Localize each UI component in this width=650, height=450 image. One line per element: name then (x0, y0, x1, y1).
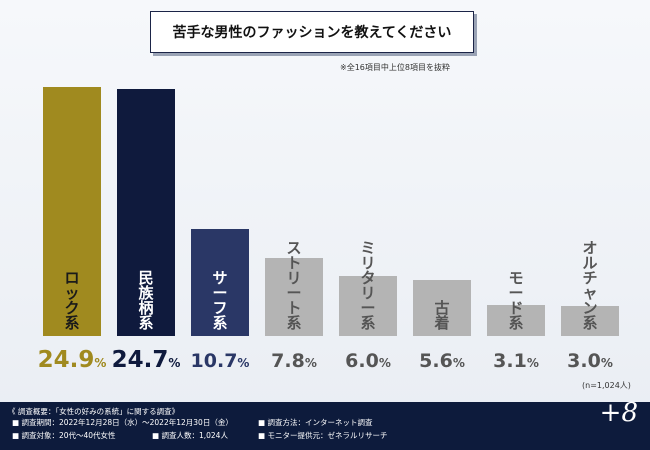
value-label: 3.1% (493, 350, 539, 372)
survey-target: ■ 調査対象：20代〜40代女性 (12, 431, 116, 440)
value-label: 24.7% (112, 347, 181, 373)
category-label: ストリート系 (286, 239, 301, 332)
bar (487, 305, 545, 336)
category-label: モード系 (508, 269, 523, 332)
survey-period: ■ 調査期間：2022年12月28日（水）〜2022年12月30日（金） (12, 418, 233, 427)
category-label: サーフ系 (212, 269, 227, 332)
survey-method: ■ 調査方法：インターネット調査 (258, 418, 373, 427)
category-label: オルチャン系 (582, 239, 597, 332)
value-label: 10.7% (191, 350, 250, 372)
value-label: 3.0% (567, 350, 613, 372)
sample-size-note: (n=1,024人) (582, 381, 631, 390)
survey-provider: ■ モニター提供元：ゼネラルリサーチ (258, 431, 388, 440)
survey-heading: 《 調査概要：「女性の好みの系統」に関する調査》 (8, 407, 180, 416)
survey-count: ■ 調査人数：1,024人 (152, 431, 228, 440)
value-label: 6.0% (345, 350, 391, 372)
category-label: ロック系 (64, 269, 79, 332)
brand-logo: +8 (599, 398, 638, 428)
bar (43, 87, 101, 336)
chart-title: 苦手な男性のファッションを教えてください (150, 11, 474, 53)
value-label: 7.8% (271, 350, 317, 372)
bar (191, 229, 249, 336)
bar-chart: ロック系 24.9% 民族柄系 24.7% サーフ系 10.7% ストリート系 7.8% ミリタ… (38, 87, 619, 373)
bar (265, 258, 323, 336)
category-label: 古着 (433, 299, 449, 332)
category-label: ミリタリー系 (360, 239, 375, 332)
bar (413, 280, 471, 336)
bar (561, 306, 619, 336)
survey-footer: 《 調査概要：「女性の好みの系統」に関する調査》 ■ 調査期間：2022年12月… (0, 398, 650, 450)
excerpt-note: ※全16項目中上位8項目を抜粋 (340, 63, 450, 72)
bar (117, 89, 175, 336)
category-label: 民族柄系 (138, 269, 154, 332)
value-label: 5.6% (419, 350, 465, 372)
value-label: 24.9% (38, 347, 107, 373)
bar (339, 276, 397, 336)
